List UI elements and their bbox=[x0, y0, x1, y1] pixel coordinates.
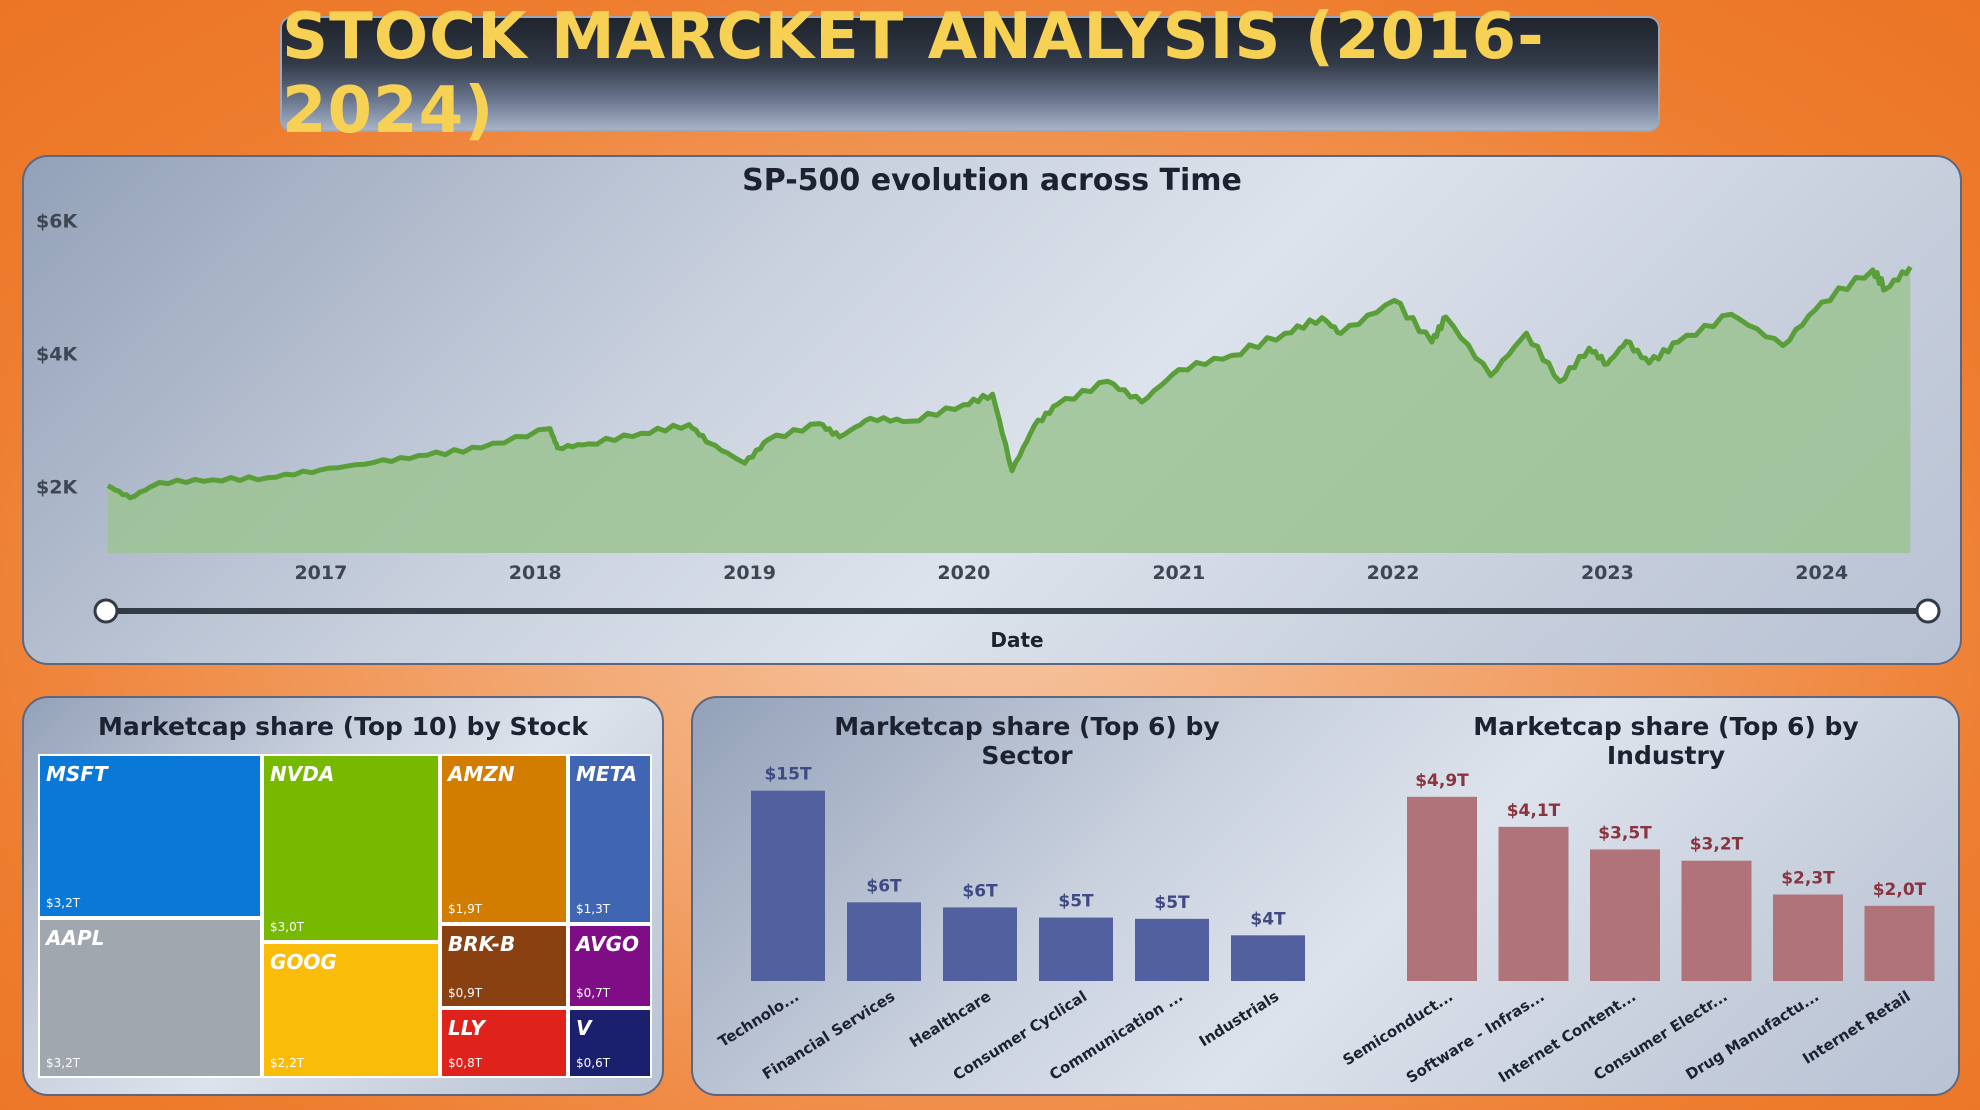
treemap-tile-label: NVDA bbox=[270, 762, 335, 786]
x-tick-label: 2024 bbox=[1795, 562, 1848, 584]
treemap-tile-value: $0,8T bbox=[448, 1056, 483, 1070]
treemap-tile-label: GOOG bbox=[270, 950, 337, 974]
treemap-tile-value: $0,7T bbox=[576, 986, 611, 1000]
treemap-tile-value: $3,0T bbox=[270, 920, 305, 934]
treemap-tile-value: $1,3T bbox=[576, 902, 611, 916]
sector-value-label: $5T bbox=[1154, 893, 1190, 913]
sector-value-label: $4T bbox=[1250, 909, 1286, 929]
sector-bar[interactable] bbox=[751, 790, 825, 981]
sector-bar[interactable] bbox=[847, 902, 921, 981]
industry-bar[interactable] bbox=[1498, 826, 1569, 981]
industry-bar[interactable] bbox=[1407, 796, 1477, 981]
industry-value-label: $4,1T bbox=[1507, 801, 1561, 821]
treemap-tile-value: $2,2T bbox=[270, 1056, 305, 1070]
y-tick-label: $2K bbox=[36, 476, 78, 498]
sector-bar[interactable] bbox=[1135, 918, 1209, 981]
dashboard-title: STOCK MARCKET ANALYSIS (2016-2024) bbox=[282, 0, 1545, 148]
industry-bar[interactable] bbox=[1590, 849, 1660, 981]
treemap-tile-label: V bbox=[576, 1016, 592, 1040]
treemap-tile-value: $0,6T bbox=[576, 1056, 611, 1070]
treemap-tile-label: AVGO bbox=[576, 932, 640, 956]
treemap-tile-goog[interactable]: GOOG $2,2T bbox=[262, 942, 440, 1078]
treemap-tile-label: BRK-B bbox=[448, 932, 516, 956]
sector-bar[interactable] bbox=[943, 907, 1017, 981]
x-tick-label: 2020 bbox=[937, 562, 990, 584]
x-tick-label: 2022 bbox=[1367, 562, 1420, 584]
sp500-line-panel: SP-500 evolution across Time $6K $4K $2K 2… bbox=[22, 155, 1962, 665]
industry-bar[interactable] bbox=[1864, 905, 1935, 981]
industry-value-label: $4,9T bbox=[1415, 771, 1469, 791]
treemap-tile-brk-b[interactable]: BRK-B $0,9T bbox=[440, 924, 568, 1008]
industry-value-label: $2,0T bbox=[1873, 880, 1927, 900]
y-tick-label: $4K bbox=[36, 343, 78, 365]
treemap-tile-meta[interactable]: META $1,3T bbox=[568, 754, 652, 924]
x-tick-label: 2019 bbox=[723, 562, 776, 584]
sector-value-label: $6T bbox=[866, 876, 902, 896]
stock-treemap: MSFT $3,2T AAPL $3,2T NVDA $3,0T GOOG $2,2T AMZN… bbox=[38, 754, 652, 1078]
treemap-tile-nvda[interactable]: NVDA $3,0T bbox=[262, 754, 440, 942]
y-tick-label: $6K bbox=[36, 210, 78, 232]
sector-value-label: $6T bbox=[962, 881, 998, 901]
treemap-title: Marketcap share (Top 10) by Stock bbox=[97, 712, 589, 741]
sector-category-label: Technolo... bbox=[715, 987, 802, 1051]
industry-value-label: $3,2T bbox=[1690, 835, 1744, 855]
date-slider-start-handle[interactable] bbox=[93, 598, 119, 624]
treemap-tile-value: $0,9T bbox=[448, 986, 483, 1000]
sector-chart-title: Marketcap share (Top 6) by Sector bbox=[834, 712, 1220, 770]
treemap-tile-aapl[interactable]: AAPL $3,2T bbox=[38, 918, 262, 1078]
treemap-tile-label: LLY bbox=[448, 1016, 485, 1040]
treemap-tile-amzn[interactable]: AMZN $1,9T bbox=[440, 754, 568, 924]
industry-chart-title: Marketcap share (Top 6) by Industry bbox=[1473, 712, 1859, 770]
sp500-line-chart: $6K $4K $2K 2017 2018 2019 2020 2021 2022 2023 20… bbox=[36, 210, 1941, 652]
x-axis-title: Date bbox=[990, 628, 1043, 652]
treemap-tile-lly[interactable]: LLY $0,8T bbox=[440, 1008, 568, 1078]
treemap-tile-value: $3,2T bbox=[46, 896, 81, 910]
sp500-area bbox=[107, 266, 1911, 553]
x-tick-label: 2023 bbox=[1581, 562, 1634, 584]
treemap-tile-avgo[interactable]: AVGO $0,7T bbox=[568, 924, 652, 1008]
treemap-panel: Marketcap share (Top 10) by Stock MSFT $3… bbox=[22, 696, 664, 1096]
industry-value-label: $2,3T bbox=[1781, 869, 1835, 889]
sp500-line bbox=[106, 265, 1913, 501]
treemap-tile-value: $3,2T bbox=[46, 1056, 81, 1070]
bar-charts-panel: Marketcap share (Top 6) by Sector Market… bbox=[691, 696, 1960, 1096]
industry-bar[interactable] bbox=[1773, 894, 1843, 981]
dashboard-title-bar: STOCK MARCKET ANALYSIS (2016-2024) bbox=[280, 0, 1660, 148]
sector-category-label: Industrials bbox=[1196, 987, 1282, 1050]
treemap-tile-label: AMZN bbox=[448, 762, 515, 786]
treemap-tile-label: MSFT bbox=[46, 762, 108, 786]
treemap-tile-label: META bbox=[576, 762, 638, 786]
industry-value-label: $3,5T bbox=[1598, 823, 1652, 843]
sector-bar[interactable] bbox=[1039, 917, 1113, 981]
line-chart-title: SP-500 evolution across Time bbox=[742, 163, 1242, 198]
sector-category-label: Healthcare bbox=[906, 987, 994, 1051]
industry-bar[interactable] bbox=[1681, 860, 1752, 981]
x-tick-label: 2017 bbox=[294, 562, 347, 584]
sector-bar[interactable] bbox=[1231, 935, 1305, 981]
sector-value-label: $5T bbox=[1058, 892, 1094, 912]
sector-value-label: $15T bbox=[764, 765, 811, 785]
x-tick-label: 2018 bbox=[509, 562, 562, 584]
treemap-tile-label: AAPL bbox=[46, 926, 105, 950]
x-tick-label: 2021 bbox=[1152, 562, 1205, 584]
treemap-tile-v[interactable]: V $0,6T bbox=[568, 1008, 652, 1078]
treemap-tile-msft[interactable]: MSFT $3,2T bbox=[38, 754, 262, 918]
treemap-tile-value: $1,9T bbox=[448, 902, 483, 916]
date-slider-end-handle[interactable] bbox=[1915, 598, 1941, 624]
